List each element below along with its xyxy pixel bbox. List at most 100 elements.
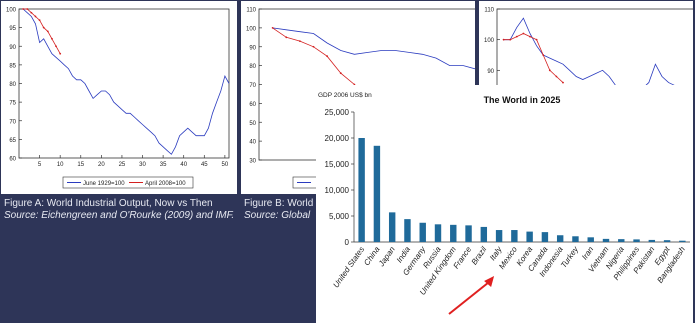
y-tick-label: 15,000 (325, 160, 350, 169)
y-tick-label: 90 (249, 45, 256, 51)
bar-bangladesh (679, 240, 686, 242)
series-line-red (23, 8, 61, 54)
series-point-red (59, 52, 62, 55)
x-tick-label: 25 (119, 162, 126, 168)
highlight-arrow (448, 281, 490, 315)
series-point-red (46, 30, 49, 33)
y-tick-label: 80 (249, 64, 256, 70)
y-tick-label: 25,000 (325, 108, 350, 117)
bar-brazil (480, 226, 488, 242)
y-tick-label: 5,000 (329, 212, 350, 221)
y-tick-label: 70 (9, 119, 16, 125)
series-point-red (38, 19, 41, 22)
y-tick-label: 90 (487, 69, 494, 75)
panel-bg (316, 85, 693, 323)
figure-b-source: Source: Global (244, 210, 311, 221)
y-tick-label: 100 (6, 8, 17, 14)
y-tick-label: 110 (246, 8, 256, 14)
world-2025-chart: GDP 2006 US$ bn The World in 2025 0 5,000 10… (316, 85, 693, 323)
series-line-blue (22, 8, 230, 155)
legend-label-april: April 2008=100 (145, 181, 186, 187)
world-2025-panel: GDP 2006 US$ bn The World in 2025 0 5,000 10… (316, 85, 693, 323)
figure-b-title: Figure B: World (244, 198, 314, 209)
bar-india (404, 219, 411, 242)
bar-turkey (572, 236, 579, 242)
series-point-red (26, 8, 29, 10)
bar-united-states (358, 138, 365, 242)
y-tick-label: 60 (249, 102, 256, 108)
bar-united-kingdom (450, 224, 457, 242)
series-point-red (312, 45, 315, 48)
x-tick-label: 15 (77, 162, 84, 168)
legend-box (62, 176, 194, 189)
x-tick-label: 10 (57, 162, 64, 168)
series-point-red (542, 54, 545, 56)
bar-russia (434, 224, 442, 242)
series-point-red (529, 35, 531, 38)
series-point-red (339, 72, 342, 75)
series-point-red (271, 26, 274, 29)
figure-b-caption: Figure B: World Source: Global (244, 198, 316, 222)
bar-pakistan (648, 239, 656, 242)
bar-france (465, 225, 472, 242)
y-tick-label: 100 (484, 38, 495, 44)
y-tick-label: 85 (9, 63, 16, 69)
series-line-red (503, 33, 564, 83)
y-tick-label: 60 (9, 157, 16, 163)
bar-germany (419, 222, 426, 242)
legend-label-june: June 1929=100 (83, 181, 125, 187)
series-point-red (515, 35, 518, 38)
bar-china (373, 145, 381, 242)
bar-japan (388, 212, 396, 242)
series-point-red (30, 11, 33, 14)
bar-italy (495, 230, 503, 242)
y-tick-label: 95 (9, 26, 16, 32)
x-tick-label: 30 (139, 162, 146, 168)
y-tick-label: 0 (345, 238, 350, 247)
series-point-red (42, 26, 45, 29)
x-tick-label: 45 (201, 162, 208, 168)
series-line-blue (503, 17, 693, 93)
series-point-red (555, 75, 558, 78)
figure-a-source: Source: Eichengreen and O'Rourke (2009) … (4, 210, 235, 221)
y-tick-label: 75 (9, 101, 16, 107)
x-tick-label: 50 (222, 162, 229, 168)
y-tick-label: 20,000 (325, 134, 350, 143)
figure-a-title: Figure A: World Industrial Output, Now v… (4, 198, 213, 209)
bar-iran (587, 237, 594, 242)
bar-korea (526, 231, 533, 242)
y-tick-label: 100 (246, 26, 257, 32)
series-point-red (298, 40, 301, 42)
series-point-red (51, 37, 53, 40)
y-tick-label: 40 (249, 140, 256, 146)
series-point-red (326, 55, 329, 58)
x-tick-label: 20 (98, 162, 105, 168)
series-point-red (22, 8, 25, 10)
x-tick-label: 40 (180, 162, 187, 168)
y-tick-label: 80 (9, 82, 16, 88)
series-point-red (55, 45, 57, 48)
highlight-arrowhead (484, 276, 495, 287)
figure-a-caption: Figure A: World Industrial Output, Now v… (4, 198, 240, 222)
y-tick-label: 65 (9, 138, 16, 144)
series-point-red (548, 69, 551, 72)
y-tick-label: 90 (9, 45, 16, 51)
series-point-red (522, 32, 525, 35)
bar-nigeria (618, 239, 625, 242)
bar-canada (541, 232, 549, 242)
series-point-red (285, 36, 288, 39)
chart-title: The World in 2025 (484, 95, 561, 105)
series-point-red (353, 83, 356, 86)
bar-philippines (633, 239, 640, 242)
bar-mexico (511, 230, 518, 242)
series-point-red (535, 38, 538, 41)
bar-indonesia (556, 235, 564, 242)
y-tick-label: 110 (484, 8, 494, 14)
y-tick-label: 30 (249, 159, 256, 165)
y-axis-label: GDP 2006 US$ bn (318, 92, 372, 99)
series-line-blue (272, 27, 475, 70)
series-point-red (562, 81, 564, 84)
y-tick-label: 10,000 (325, 186, 350, 195)
series-point-red (502, 38, 505, 41)
y-tick-label: 50 (249, 121, 256, 127)
